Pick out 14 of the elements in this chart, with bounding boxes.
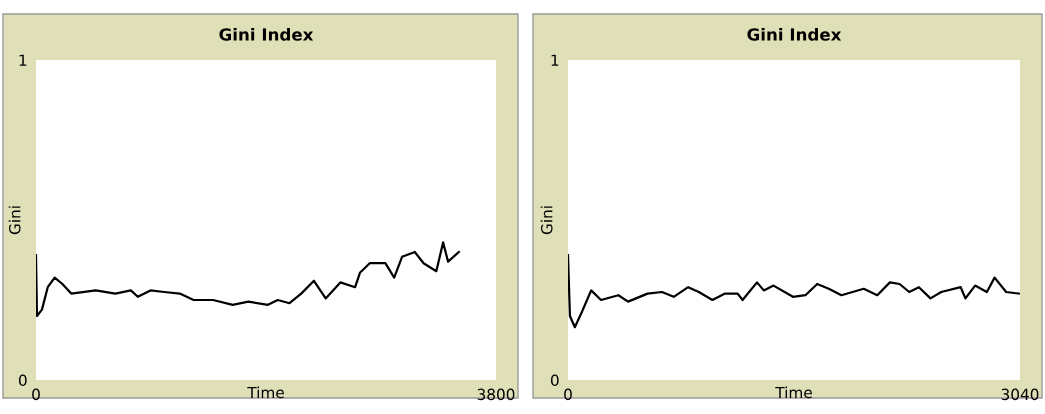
y-axis-title: Gini xyxy=(8,206,21,235)
chart-title: Gini Index xyxy=(747,27,842,41)
x-tick-label: 3800 xyxy=(477,388,515,401)
y-axis-title: Gini xyxy=(540,206,553,235)
line-series xyxy=(36,241,460,318)
x-axis-title: Time xyxy=(247,386,284,399)
x-tick-label: 3040 xyxy=(1001,388,1039,401)
x-tick-label: 0 xyxy=(32,388,40,401)
line-series xyxy=(568,254,1020,329)
x-tick-label: 0 xyxy=(564,388,572,401)
y-tick-label: 1 xyxy=(551,54,559,66)
x-axis-title: Time xyxy=(775,386,812,399)
chart-title: Gini Index xyxy=(219,27,314,41)
y-tick-label: 1 xyxy=(19,54,27,66)
